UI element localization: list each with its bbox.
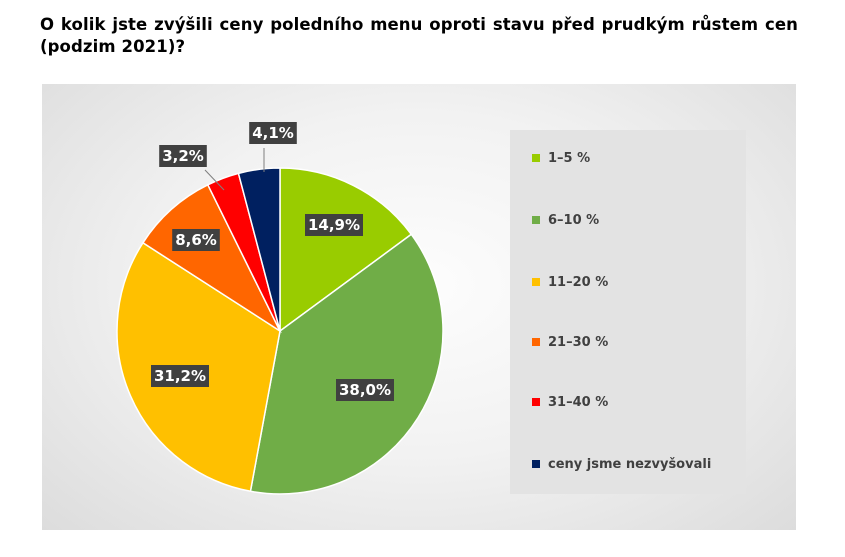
- data-label-5: 3,2%: [159, 145, 207, 167]
- legend: 1–5 % 6–10 % 11–20 % 21–30 % 31–40 % ceny jsm…: [510, 130, 746, 494]
- data-label-box-3: [151, 365, 209, 387]
- data-label-box-1: [305, 214, 363, 236]
- legend-item-1: 1–5 %: [532, 148, 590, 168]
- pie-slices: [116, 167, 444, 495]
- data-label-box-6: [249, 122, 297, 144]
- legend-swatch: [532, 278, 540, 286]
- legend-label: ceny jsme nezvyšovali: [548, 456, 712, 472]
- data-label-text-1: 14,9%: [308, 216, 360, 234]
- data-label-text-3: 31,2%: [154, 367, 206, 385]
- legend-item-4: 21–30 %: [532, 332, 608, 352]
- data-label-text-5: 3,2%: [162, 147, 204, 165]
- data-label-6: 4,1%: [249, 122, 297, 144]
- pie-slice-6: [237, 167, 281, 332]
- legend-item-2: 6–10 %: [532, 210, 599, 230]
- data-label-text-2: 38,0%: [339, 381, 391, 399]
- leader-line-5: [204, 169, 225, 191]
- legend-item-3: 11–20 %: [532, 272, 608, 292]
- legend-swatch: [532, 154, 540, 162]
- leader-lines: [204, 148, 265, 191]
- pie-slice-2: [249, 233, 444, 495]
- legend-label: 6–10 %: [548, 212, 600, 228]
- legend-swatch: [532, 338, 540, 346]
- legend-swatch: [532, 216, 540, 224]
- data-label-1: 14,9%: [305, 214, 363, 236]
- data-label-2: 38,0%: [336, 379, 394, 401]
- data-label-text-6: 4,1%: [252, 124, 294, 142]
- legend-label: 31–40 %: [548, 394, 609, 410]
- legend-swatch: [532, 460, 540, 468]
- pie-slice-1: [279, 167, 413, 333]
- legend-item-5: 31–40 %: [532, 392, 608, 412]
- data-label-4: 8,6%: [172, 229, 220, 251]
- legend-swatch: [532, 398, 540, 406]
- legend-label: 21–30 %: [548, 334, 609, 350]
- legend-item-6: ceny jsme nezvyšovali: [532, 454, 711, 474]
- legend-label: 1–5 %: [548, 150, 591, 166]
- data-label-3: 31,2%: [151, 365, 209, 387]
- legend-label: 11–20 %: [548, 274, 609, 290]
- chart-title: O kolik jste zvýšili ceny poledního menu…: [40, 15, 798, 56]
- data-label-text-4: 8,6%: [175, 231, 217, 249]
- data-label-box-4: [172, 229, 220, 251]
- data-label-box-2: [336, 379, 394, 401]
- data-labels: 14,9% 38,0% 31,2% 8,6% 3,2% 4,1%: [151, 122, 394, 401]
- data-label-box-5: [159, 145, 207, 167]
- pie-slice-4: [141, 183, 282, 334]
